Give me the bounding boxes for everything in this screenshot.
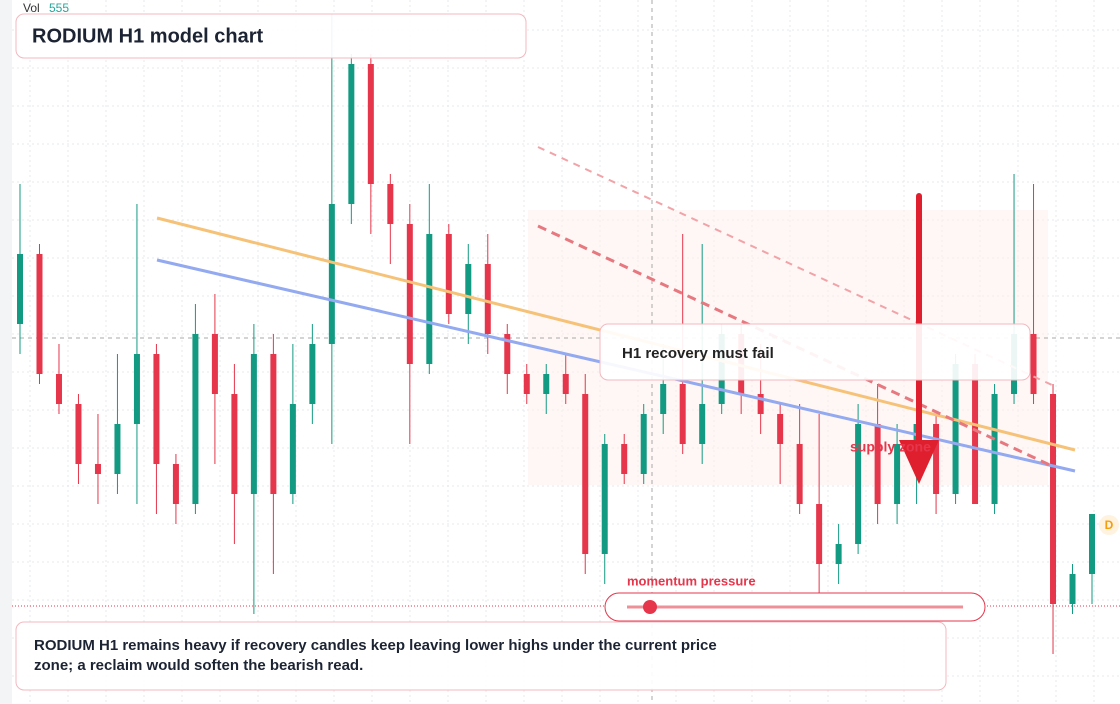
candle-body [387,184,394,224]
candle-body [523,374,530,394]
candle-body [991,394,998,504]
chart-title: RODIUM H1 model chart [32,25,263,47]
candle-body [796,444,803,504]
candle-body [1030,334,1037,394]
candle-body [211,334,218,394]
candle-body [270,354,277,494]
candle-body [484,264,491,334]
candle-body [36,254,43,374]
candle-body [445,234,452,314]
caption: RODIUM H1 remains heavy if recovery cand… [34,637,717,674]
left-rail [0,0,12,704]
annotation-box [599,323,1031,381]
candle-body [894,444,901,504]
candle-body [504,334,511,374]
candle-body [640,414,647,474]
candle-body [289,404,296,494]
candle-body [406,224,413,364]
candle-body [777,414,784,444]
candle-body [55,374,62,404]
candle-body [465,264,472,314]
candle-body [660,384,667,414]
candle-body [835,544,842,564]
annotation: H1 recovery must fail [622,345,774,362]
candle-body [133,354,140,424]
candle-body [621,444,628,474]
candle-body [192,334,199,504]
candle-body [114,424,121,474]
candle-body [816,504,823,564]
candle-body [309,344,316,404]
candle-body [1069,574,1076,604]
caption-box [15,621,947,691]
candle-body [933,424,940,494]
candle-body [855,424,862,544]
candle-body [1050,394,1057,604]
candle-body [153,354,160,464]
candle-body [367,64,374,184]
candle-body [601,444,608,554]
zone-label: supply zone [850,439,931,455]
caption-wrap: RODIUM H1 remains heavy if recovery cand… [34,637,717,674]
arrow-shaft [916,193,922,448]
candle-body [75,404,82,464]
volume-label: Vol [23,1,40,15]
candle-body [231,394,238,494]
candle-body [328,204,335,344]
indicator-knob [643,600,657,614]
candle-body [348,64,355,204]
arrow-head [899,440,939,484]
candle-body [172,464,179,504]
candle-body [972,364,979,504]
candle-body [874,424,881,504]
badge: D [1105,518,1114,532]
candle-body [952,364,959,494]
candle-body [757,394,764,414]
candle-body [543,374,550,394]
badge-bg [1099,515,1119,535]
candle-body [1089,514,1095,574]
title-box [15,13,527,59]
candle-body [17,254,23,324]
candle-body [699,404,706,444]
candle-body [582,394,589,554]
indicator-label: momentum pressure [627,573,756,588]
candle-body [94,464,101,474]
candle-body [679,384,686,444]
candle-body [250,354,257,494]
candle-body [562,374,569,394]
channel-lower [537,224,1053,468]
volume-value: 555 [49,1,69,15]
candle-body [426,234,433,364]
